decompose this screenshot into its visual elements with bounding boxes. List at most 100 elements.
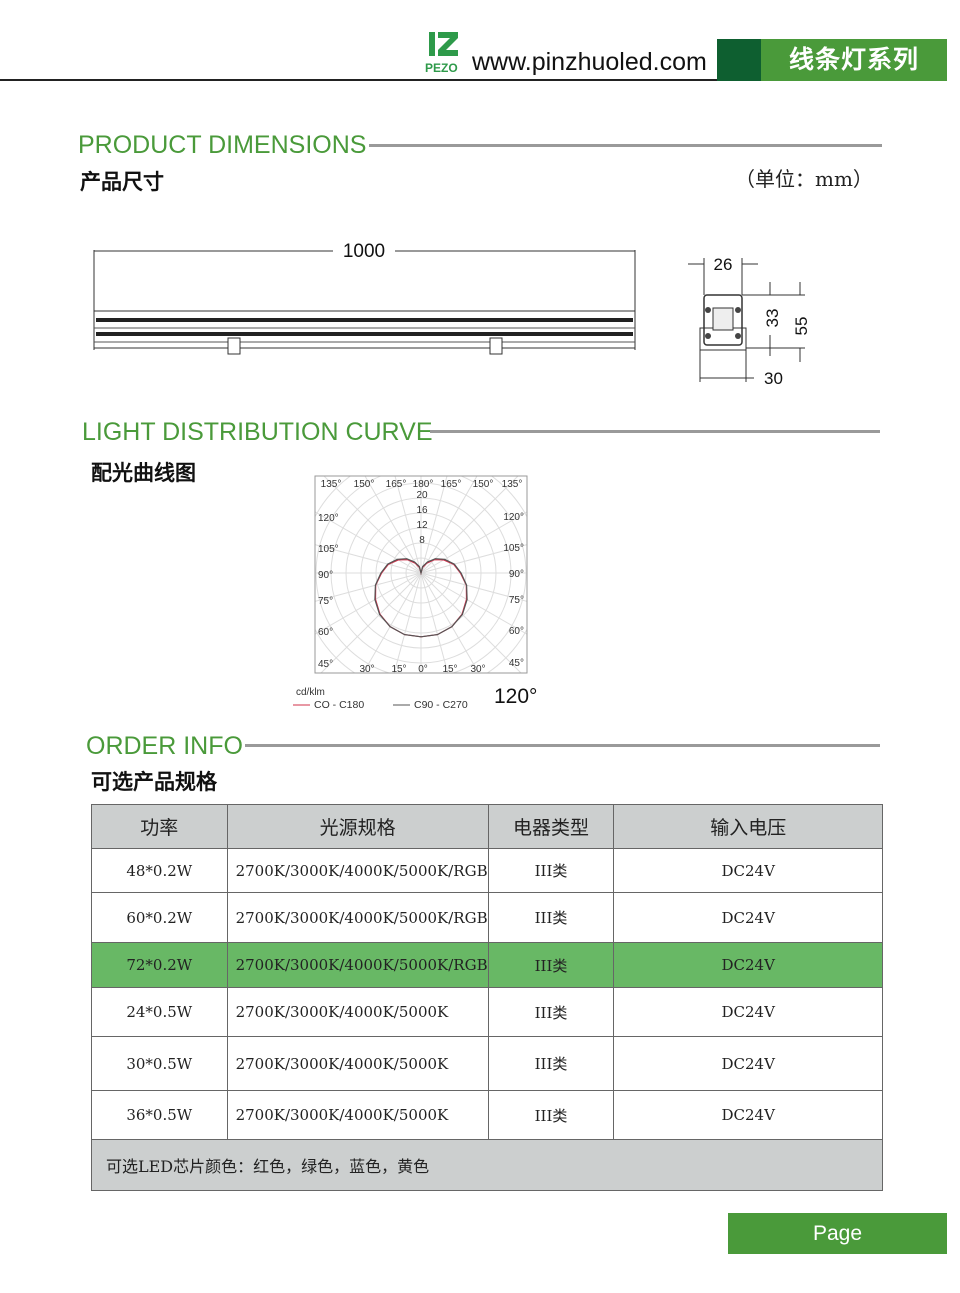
table-row: 24*0.5W 2700K/3000K/4000K/5000K III类 DC24V (91, 987, 883, 1037)
col-class: 电器类型 (487, 804, 615, 849)
axis-label: 165° (386, 479, 407, 490)
grid-spoke (320, 572, 422, 673)
axis-label: 60° (509, 626, 524, 637)
table-cell: 2700K/3000K/4000K/5000K/RGB (226, 848, 489, 893)
table-cell: 2700K/3000K/4000K/5000K (226, 1036, 489, 1091)
table-cell: III类 (487, 1090, 615, 1140)
table-cell: 24*0.5W (91, 987, 228, 1037)
table-cell: 48*0.2W (91, 848, 228, 893)
grid-spoke (420, 572, 480, 673)
grid-spoke (364, 476, 422, 574)
table-cell: 2700K/3000K/4000K/5000K/RGB (226, 942, 489, 988)
spec-table: 功率 光源规格 电器类型 输入电压 48*0.2W 2700K/3000K/400… (91, 804, 883, 1191)
axis-label: 75° (509, 595, 524, 606)
section-subtitle-dimensions: 产品尺寸 (80, 169, 164, 194)
table-cell: DC24V (613, 848, 883, 893)
table-row: 48*0.2W 2700K/3000K/4000K/5000K/RGB III类 DC… (91, 848, 883, 893)
grid-spoke (420, 476, 478, 574)
table-cell: DC24V (613, 1036, 883, 1091)
axis-label: 16 (416, 505, 428, 516)
grid-spoke (420, 572, 527, 602)
axis-label: 60° (318, 627, 333, 638)
axis-label: 150° (473, 479, 494, 490)
grid-spoke (420, 476, 519, 574)
legend-c0: CO - C180 (314, 699, 364, 711)
axis-label: 8 (419, 535, 425, 546)
section-title-distribution: LIGHT DISTRIBUTION CURVE (82, 418, 433, 446)
svg-text:30: 30 (764, 369, 783, 388)
grid-spoke (420, 572, 527, 635)
axis-label: 15° (391, 664, 406, 675)
header-rule (0, 79, 718, 81)
table-cell: III类 (487, 987, 615, 1037)
grid-spoke (323, 476, 422, 574)
section-rule (369, 144, 882, 147)
cross-section-drawing: 26 33 55 30 (688, 255, 811, 388)
axis-label: 90° (509, 569, 524, 580)
grid-spoke (362, 572, 422, 673)
axis-label: 180° (413, 479, 434, 490)
page-label: Page (728, 1213, 947, 1254)
col-power: 功率 (91, 804, 228, 849)
grid-spoke (315, 572, 422, 635)
axis-label: 45° (509, 658, 524, 669)
axis-label: 0° (418, 664, 428, 675)
axis-label: 20 (416, 490, 428, 501)
axis-label: 30° (470, 664, 485, 675)
grid-spoke (315, 511, 422, 574)
table-row: 72*0.2W 2700K/3000K/4000K/5000K/RGB III类 DC… (91, 942, 883, 988)
table-cell: DC24V (613, 987, 883, 1037)
axis-label: 15° (442, 664, 457, 675)
section-title-order: ORDER INFO (86, 732, 243, 760)
table-row: 60*0.2W 2700K/3000K/4000K/5000K/RGB III类 DC… (91, 892, 883, 943)
svg-text:33: 33 (763, 309, 782, 328)
table-cell: DC24V (613, 942, 883, 988)
grid-spoke (393, 572, 422, 673)
grid-spoke (420, 544, 527, 574)
beam-angle: 120° (494, 685, 537, 708)
side-view-drawing: 1000 (93, 241, 636, 355)
table-cell: 72*0.2W (91, 942, 228, 988)
table-row: 30*0.5W 2700K/3000K/4000K/5000K III类 DC24V (91, 1036, 883, 1091)
axis-label: 150° (354, 479, 375, 490)
axis-label: 120° (318, 513, 339, 524)
grid-spoke (315, 572, 422, 602)
svg-text:55: 55 (792, 317, 811, 336)
svg-text:PEZO: PEZO (425, 61, 458, 74)
axis-label: 105° (318, 544, 339, 555)
grid-spoke (420, 572, 449, 673)
table-cell: 36*0.5W (91, 1090, 228, 1140)
unit-label: （单位：mm） (735, 167, 873, 191)
table-cell: 30*0.5W (91, 1036, 228, 1091)
table-cell: 2700K/3000K/4000K/5000K/RGB (226, 892, 489, 943)
pezo-logo: PEZO (425, 32, 458, 74)
section-rule (245, 744, 880, 747)
table-cell: III类 (487, 848, 615, 893)
axis-label: 12 (416, 520, 428, 531)
chip-color-note: 可选LED芯片颜色：红色，绿色，蓝色，黄色 (91, 1139, 883, 1191)
table-cell: 60*0.2W (91, 892, 228, 943)
axis-label: 75° (318, 596, 333, 607)
axis-label: 165° (441, 479, 462, 490)
header-accent-block (717, 39, 761, 81)
section-title-dimensions: PRODUCT DIMENSIONS (78, 131, 367, 159)
axis-label: 120° (503, 512, 524, 523)
website-url: www.pinzhuoled.com (472, 48, 707, 76)
unit-label: cd/klm (296, 687, 325, 698)
table-cell: DC24V (613, 1090, 883, 1140)
axis-label: 105° (503, 543, 524, 554)
table-cell: III类 (487, 892, 615, 943)
grid-spoke (420, 511, 527, 574)
curve-1 (374, 558, 468, 638)
grid-spoke (420, 572, 522, 673)
axis-label: 45° (318, 659, 333, 670)
legend-c90: C90 - C270 (414, 699, 468, 711)
section-rule (430, 430, 880, 433)
table-cell: 2700K/3000K/4000K/5000K (226, 987, 489, 1037)
table-header: 功率 光源规格 电器类型 输入电压 (91, 804, 883, 849)
section-subtitle-distribution: 配光曲线图 (91, 460, 196, 485)
axis-label: 135° (321, 479, 342, 490)
table-cell: III类 (487, 942, 615, 988)
table-row: 36*0.5W 2700K/3000K/4000K/5000K III类 DC24V (91, 1090, 883, 1140)
table-cell: III类 (487, 1036, 615, 1091)
